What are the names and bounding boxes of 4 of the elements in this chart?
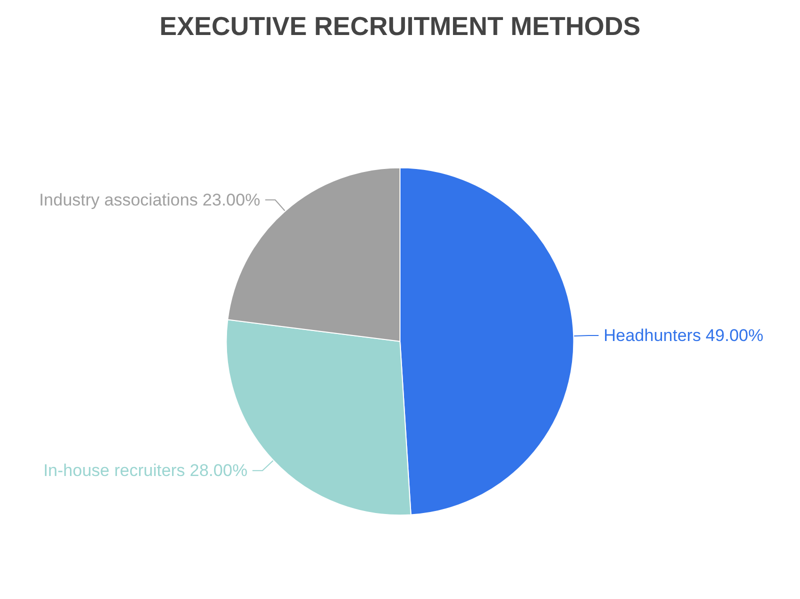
slice-label: In-house recruiters 28.00%: [43, 461, 248, 480]
slice-label: Industry associations 23.00%: [39, 190, 260, 210]
slice-label: Headhunters 49.00%: [604, 326, 764, 346]
chart-title: EXECUTIVE RECRUITMENT METHODS: [159, 11, 641, 41]
